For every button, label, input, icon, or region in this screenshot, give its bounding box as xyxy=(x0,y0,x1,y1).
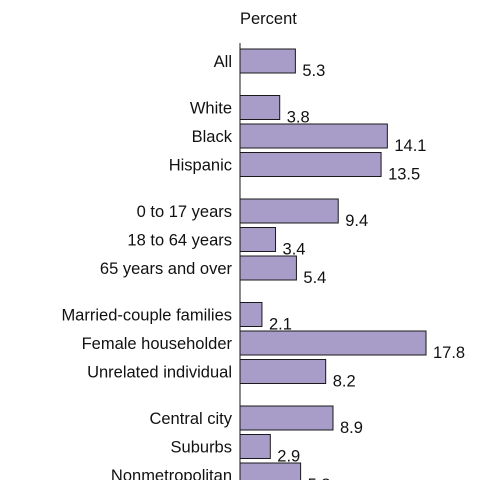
data-label: 2.1 xyxy=(269,316,292,334)
bar xyxy=(239,302,263,327)
data-label: 9.4 xyxy=(345,212,368,230)
category-label: Married-couple families xyxy=(61,307,232,325)
category-label: Black xyxy=(192,128,233,146)
bar xyxy=(239,330,427,356)
bar xyxy=(239,95,281,120)
category-label: All xyxy=(214,53,232,71)
category-label: Unrelated individual xyxy=(87,364,232,382)
data-label: 8.9 xyxy=(340,419,363,437)
category-label: Female householder xyxy=(82,335,233,353)
category-label: 0 to 17 years xyxy=(137,203,232,221)
data-label: 5.3 xyxy=(302,62,325,80)
bar xyxy=(239,434,271,459)
bar xyxy=(239,255,297,281)
category-label: Hispanic xyxy=(169,157,232,175)
category-label: 65 years and over xyxy=(100,260,233,278)
bar xyxy=(239,462,302,480)
category-label: Suburbs xyxy=(171,439,232,457)
bars-layer: All 5.3 White 3.8 Black 14.1 Hispanic 13.5 0 to … xyxy=(61,48,465,480)
data-label: 3.4 xyxy=(283,241,306,259)
bar xyxy=(239,359,327,384)
data-label: 5.4 xyxy=(303,269,326,287)
category-label: Central city xyxy=(149,410,232,428)
category-label: Nonmetropolitan xyxy=(111,467,232,480)
bar xyxy=(239,198,339,224)
data-label: 8.2 xyxy=(333,373,356,391)
chart-title: Percent xyxy=(240,10,297,28)
data-label: 3.8 xyxy=(287,109,310,127)
bar xyxy=(239,227,277,252)
category-label: White xyxy=(190,100,232,118)
bar xyxy=(239,152,382,177)
bar xyxy=(239,48,296,74)
data-label: 17.8 xyxy=(433,344,465,362)
category-label: 18 to 64 years xyxy=(127,232,232,250)
bar xyxy=(239,123,388,149)
data-label: 5.8 xyxy=(308,476,331,480)
data-label: 14.1 xyxy=(394,137,426,155)
data-label: 2.9 xyxy=(277,448,300,466)
data-label: 13.5 xyxy=(388,166,420,184)
bar xyxy=(239,405,334,431)
